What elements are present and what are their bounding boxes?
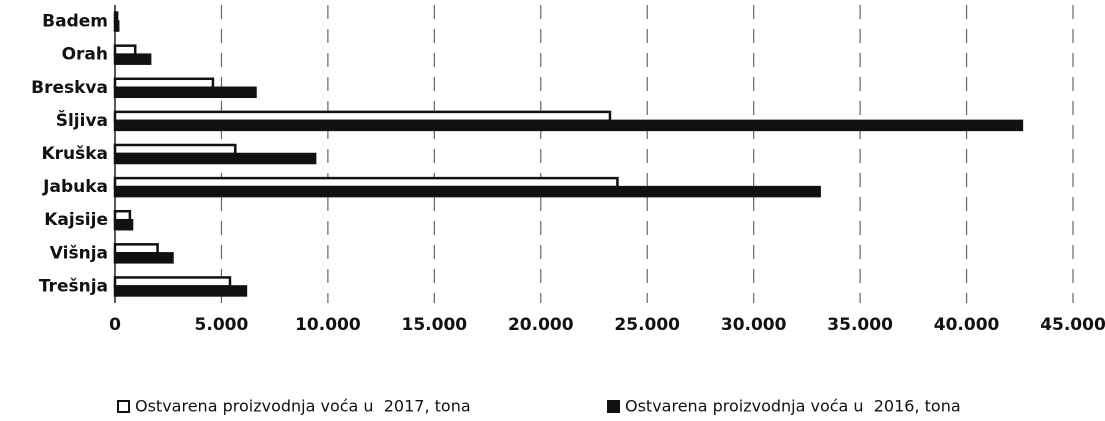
y-tick-label: Jabuka [42,177,108,197]
legend-label: Ostvarena proizvodnja voća u 2017, tona [135,397,471,416]
bar [113,176,619,189]
bar [113,77,215,90]
x-tick-label: 35.000 [827,315,893,335]
x-tick-label: 25.000 [614,315,680,335]
y-tick-label: Višnja [50,243,108,263]
bar [113,86,257,99]
bar [113,218,134,231]
y-tick-label: Trešnja [39,276,108,296]
x-tick-label: 45.000 [1040,315,1105,335]
x-tick-label: 10.000 [295,315,361,335]
y-tick-label: Šljiva [56,109,108,131]
bar [113,20,120,32]
bar [113,152,317,165]
y-tick-label: Badem [42,12,108,32]
bar [113,209,132,222]
legend-label: Ostvarena proizvodnja voća u 2016, tona [625,397,961,416]
bar [113,243,159,255]
bar [113,285,248,297]
bar [113,185,821,198]
bar [113,252,174,264]
legend-swatch [117,400,130,413]
y-tick-label: Kruška [41,144,108,164]
y-tick-label: Breskva [31,78,108,98]
legend: Ostvarena proizvodnja voća u 2017, tona O… [117,397,961,416]
bar [113,143,237,156]
y-tick-label: Orah [62,45,108,65]
x-tick-label: 20.000 [508,315,574,335]
bar [113,276,232,288]
x-tick-label: 5.000 [195,315,249,335]
x-tick-label: 15.000 [402,315,468,335]
bar [113,11,119,23]
bar [113,53,152,65]
x-tick-label: 0 [109,315,121,335]
bar [113,110,612,123]
y-tick-label: Kajsije [44,210,108,230]
legend-swatch [607,400,620,413]
x-tick-label: 40.000 [934,315,1000,335]
bar [113,44,137,56]
x-tick-label: 30.000 [721,315,787,335]
bar [113,119,1024,132]
